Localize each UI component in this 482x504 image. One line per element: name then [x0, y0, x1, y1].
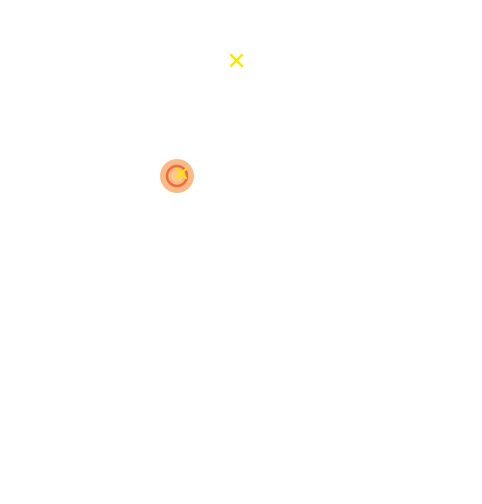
- target-x-marker-icon: [231, 55, 242, 66]
- cursor-ring-icon: [160, 159, 194, 193]
